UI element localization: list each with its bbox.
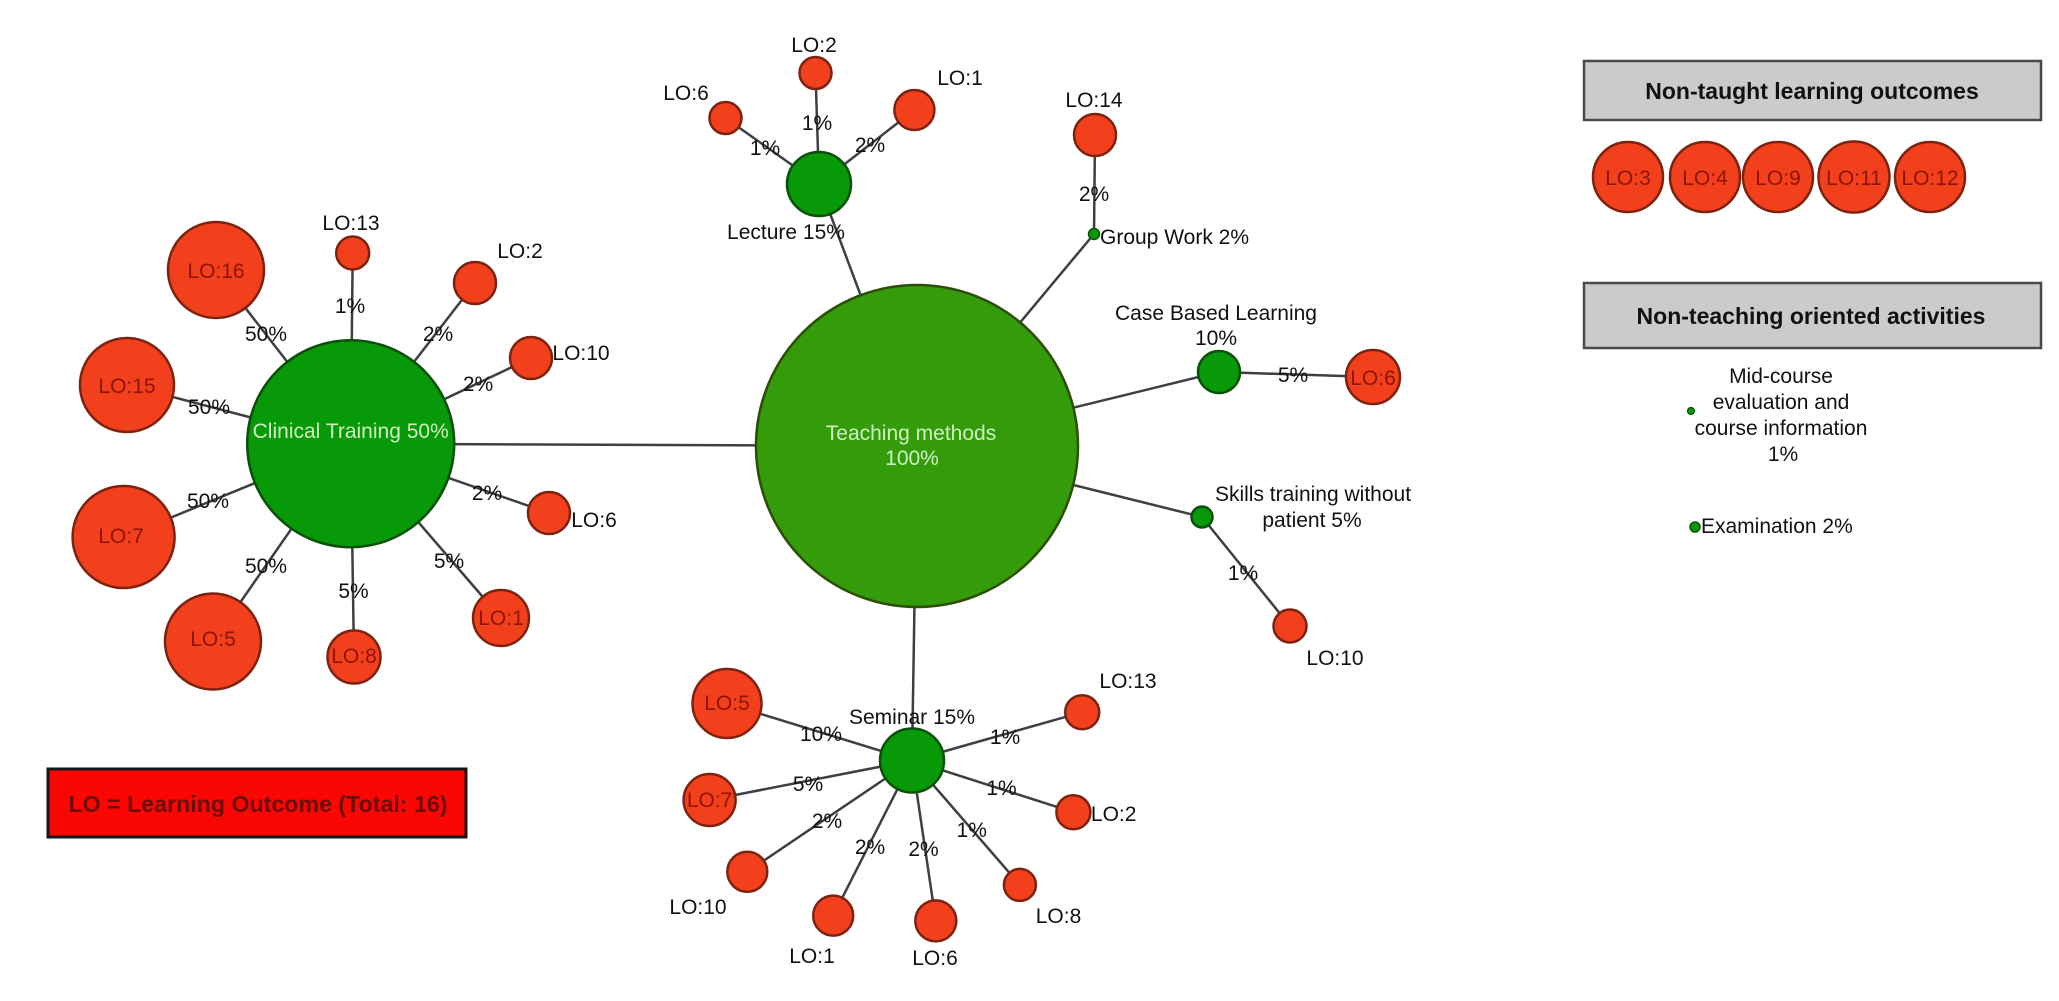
svg-text:2%: 2% — [812, 810, 842, 833]
svg-text:LO:6: LO:6 — [912, 947, 958, 970]
svg-text:2%: 2% — [463, 373, 493, 396]
svg-text:Skills training without: Skills training without — [1215, 483, 1411, 506]
svg-text:5%: 5% — [338, 580, 368, 603]
svg-text:LO:11: LO:11 — [1826, 167, 1882, 190]
svg-text:2%: 2% — [855, 134, 885, 157]
svg-text:LO = Learning Outcome (Total:: LO = Learning Outcome (Total: 16) — [69, 791, 448, 817]
svg-text:2%: 2% — [1079, 183, 1109, 206]
svg-text:patient 5%: patient 5% — [1262, 509, 1361, 532]
svg-text:1%: 1% — [957, 819, 987, 842]
svg-text:Non-taught learning outcomes: Non-taught learning outcomes — [1645, 78, 1979, 104]
svg-text:2%: 2% — [423, 323, 453, 346]
svg-text:LO:10: LO:10 — [669, 896, 726, 919]
svg-text:LO:8: LO:8 — [331, 645, 377, 668]
svg-text:2%: 2% — [472, 482, 502, 505]
svg-text:LO:6: LO:6 — [1350, 367, 1396, 390]
svg-text:LO:3: LO:3 — [1605, 167, 1651, 190]
svg-text:Teaching methods: Teaching methods — [826, 422, 996, 445]
svg-text:1%: 1% — [802, 112, 832, 135]
svg-text:1%: 1% — [1228, 562, 1258, 585]
svg-text:LO:12: LO:12 — [1901, 167, 1958, 190]
svg-text:Clinical Training 50%: Clinical Training 50% — [253, 420, 449, 443]
svg-text:LO:16: LO:16 — [187, 260, 244, 283]
svg-text:LO:10: LO:10 — [552, 342, 609, 365]
svg-text:LO:8: LO:8 — [1036, 905, 1082, 928]
svg-text:LO:1: LO:1 — [937, 67, 983, 90]
svg-text:LO:5: LO:5 — [190, 628, 236, 651]
svg-text:50%: 50% — [245, 323, 287, 346]
svg-text:Lecture 15%: Lecture 15% — [727, 221, 845, 244]
svg-text:LO:7: LO:7 — [687, 789, 733, 812]
svg-text:5%: 5% — [793, 773, 823, 796]
svg-text:1%: 1% — [750, 137, 780, 160]
svg-text:1%: 1% — [986, 777, 1016, 800]
svg-text:Group Work 2%: Group Work 2% — [1100, 226, 1249, 249]
svg-text:Seminar 15%: Seminar 15% — [849, 706, 975, 729]
svg-text:LO:2: LO:2 — [497, 240, 543, 263]
svg-text:LO:9: LO:9 — [1755, 167, 1801, 190]
svg-text:LO:6: LO:6 — [663, 82, 709, 105]
svg-text:10%: 10% — [1195, 327, 1237, 350]
svg-text:Examination 2%: Examination 2% — [1701, 515, 1853, 538]
svg-text:LO:10: LO:10 — [1306, 647, 1363, 670]
svg-text:1%: 1% — [1768, 443, 1798, 466]
svg-text:evaluation and: evaluation and — [1713, 391, 1850, 414]
svg-text:1%: 1% — [990, 726, 1020, 749]
svg-text:10%: 10% — [800, 723, 842, 746]
svg-text:1%: 1% — [335, 295, 365, 318]
svg-text:LO:5: LO:5 — [704, 692, 750, 715]
svg-text:LO:15: LO:15 — [98, 375, 155, 398]
svg-text:course information: course information — [1695, 417, 1868, 440]
svg-text:LO:1: LO:1 — [789, 945, 835, 968]
svg-text:LO:1: LO:1 — [478, 607, 524, 630]
svg-text:50%: 50% — [188, 396, 230, 419]
svg-text:LO:13: LO:13 — [322, 212, 379, 235]
svg-text:Non-teaching oriented activiti: Non-teaching oriented activities — [1637, 303, 1986, 329]
svg-text:LO:6: LO:6 — [571, 509, 617, 532]
svg-text:LO:13: LO:13 — [1099, 670, 1156, 693]
svg-text:5%: 5% — [1278, 364, 1308, 387]
svg-text:2%: 2% — [855, 836, 885, 859]
svg-text:2%: 2% — [908, 838, 938, 861]
svg-text:50%: 50% — [187, 490, 229, 513]
svg-text:LO:2: LO:2 — [1091, 803, 1137, 826]
svg-text:LO:2: LO:2 — [791, 34, 837, 57]
svg-text:LO:14: LO:14 — [1065, 89, 1123, 112]
svg-text:LO:4: LO:4 — [1682, 167, 1728, 190]
svg-text:50%: 50% — [245, 555, 287, 578]
svg-text:Mid-course: Mid-course — [1729, 365, 1833, 388]
svg-text:LO:7: LO:7 — [98, 525, 144, 548]
svg-text:5%: 5% — [434, 550, 464, 573]
svg-text:100%: 100% — [885, 447, 939, 470]
svg-text:Case Based Learning: Case Based Learning — [1115, 302, 1317, 325]
